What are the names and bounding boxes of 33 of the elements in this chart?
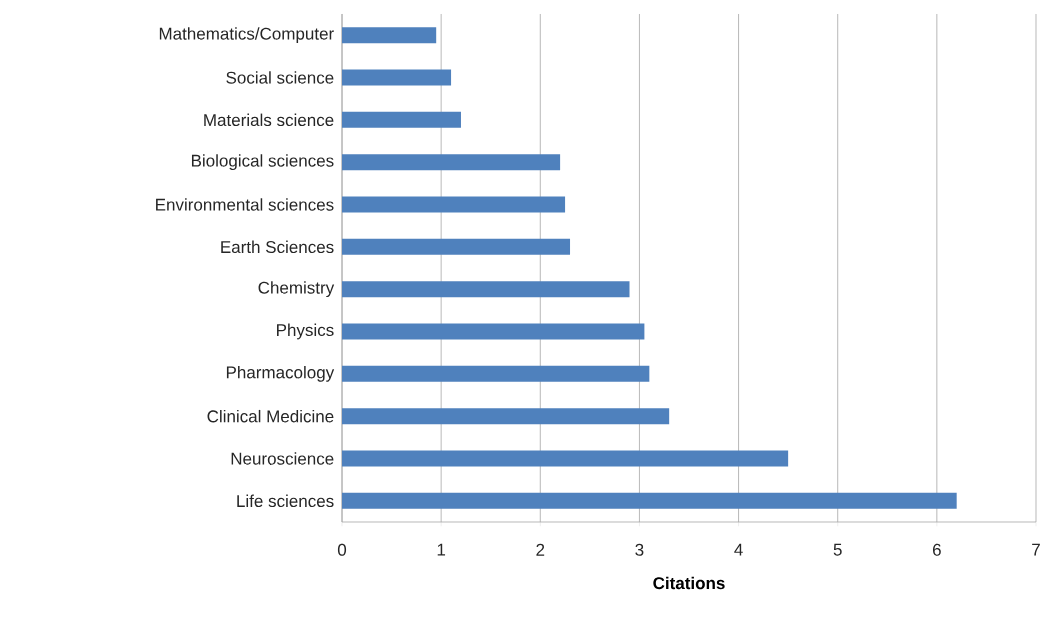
- bar: [342, 365, 650, 382]
- bar: [342, 196, 566, 213]
- bar: [342, 281, 630, 298]
- y-tick-label: Biological sciences: [191, 154, 334, 171]
- x-tick-label: 2: [536, 543, 545, 556]
- y-tick-label: Life sciences: [237, 494, 334, 508]
- bar: [342, 408, 670, 425]
- bar: [342, 154, 561, 171]
- y-tick-label: Physics: [277, 323, 334, 340]
- y-tick-label: Earth Sciences: [221, 240, 334, 254]
- bar: [342, 323, 645, 340]
- y-tick-label: Environmental sciences: [156, 198, 334, 211]
- bar: [342, 69, 452, 86]
- x-tick-label: 1: [437, 543, 446, 556]
- x-tick-label: 3: [635, 543, 644, 556]
- x-tick-label: 7: [1032, 543, 1040, 556]
- x-tick-label: 4: [734, 543, 743, 556]
- y-tick-label: Pharmacology: [226, 365, 335, 382]
- bar: [342, 238, 571, 255]
- x-tick-label: 5: [833, 543, 842, 556]
- bar: [342, 27, 437, 44]
- x-axis-title: Citations: [653, 576, 725, 590]
- y-tick-label: Chemistry: [258, 281, 335, 298]
- x-tick-label: 0: [337, 543, 347, 556]
- y-tick-label: Social science: [226, 71, 334, 84]
- y-tick-label: Materials science: [204, 113, 334, 127]
- y-tick-label: Mathematics/Computer: [159, 27, 334, 44]
- bar: [342, 450, 789, 467]
- x-tick-label: 6: [932, 543, 941, 556]
- y-tick-label: Clinical Medicine: [207, 409, 334, 423]
- bar: [342, 111, 461, 128]
- bar: [342, 492, 957, 509]
- y-tick-label: Neuroscience: [231, 452, 334, 465]
